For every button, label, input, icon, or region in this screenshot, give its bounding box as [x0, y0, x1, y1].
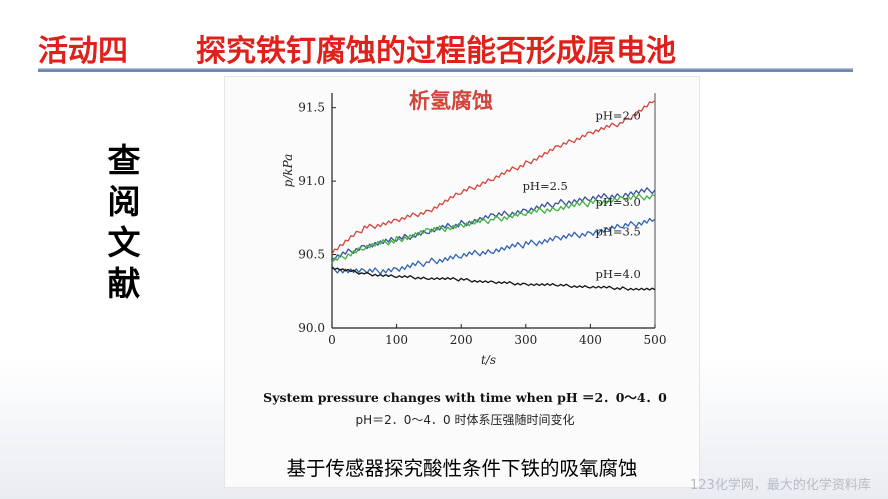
x-tick-label: 100: [385, 333, 408, 347]
series-line-ph-2-0: [331, 99, 656, 255]
watermark: 123化学网，最大的化学资料库: [690, 478, 871, 493]
caption-english: System pressure changes with time when p…: [263, 390, 667, 405]
x-tick-label: 200: [450, 333, 473, 347]
caption-bottom: 基于传感器探究酸性条件下铁的吸氧腐蚀: [286, 457, 638, 480]
figure-card: 析氢腐蚀 0 100 200 300 400 500 90.0 90.5 91.0 91.5 t/s…: [224, 76, 700, 488]
series-label: pH=4.0: [595, 267, 640, 281]
x-axis-label: t/s: [481, 353, 496, 367]
y-tick-label: 90.5: [298, 248, 325, 262]
series-label: pH=2.5: [523, 179, 568, 193]
series-line-ph-3-0: [331, 193, 656, 264]
slide-title: 探究铁钉腐蚀的过程能否形成原电池: [196, 34, 676, 69]
side-vertical-text: 查 阅 文 献: [104, 140, 144, 304]
y-tick-label: 91.0: [298, 174, 325, 188]
title-bar: 活动四 探究铁钉腐蚀的过程能否形成原电池: [38, 22, 853, 69]
series-label: pH=3.0: [595, 195, 640, 209]
series-line-ph-3-5: [331, 217, 656, 275]
side-char: 查: [107, 141, 141, 180]
title-divider: [38, 68, 853, 72]
series-line-ph-4-0: [331, 266, 656, 291]
x-tick-label: 0: [328, 333, 336, 347]
series-label: pH=2.0: [595, 108, 640, 122]
side-char: 文: [107, 223, 141, 262]
y-tick-label: 91.5: [298, 101, 325, 115]
y-tick-label: 90.0: [298, 321, 325, 335]
x-tick-label: 500: [644, 333, 667, 347]
x-tick-label: 400: [579, 333, 602, 347]
y-axis-label: p/kPa: [281, 154, 295, 188]
pressure-chart: 析氢腐蚀 0 100 200 300 400 500 90.0 90.5 91.0 91.5 t/s…: [281, 89, 667, 367]
caption-chinese: pH＝2．0～4．0 时体系压强随时间变化: [355, 413, 575, 427]
series-line-ph-2-5: [331, 187, 656, 261]
side-char: 阅: [107, 182, 141, 221]
series-label: pH=3.5: [595, 224, 640, 238]
side-char: 献: [107, 264, 141, 303]
chart-title: 析氢腐蚀: [409, 89, 493, 113]
x-tick-label: 300: [514, 333, 537, 347]
activity-label: 活动四: [38, 34, 128, 69]
